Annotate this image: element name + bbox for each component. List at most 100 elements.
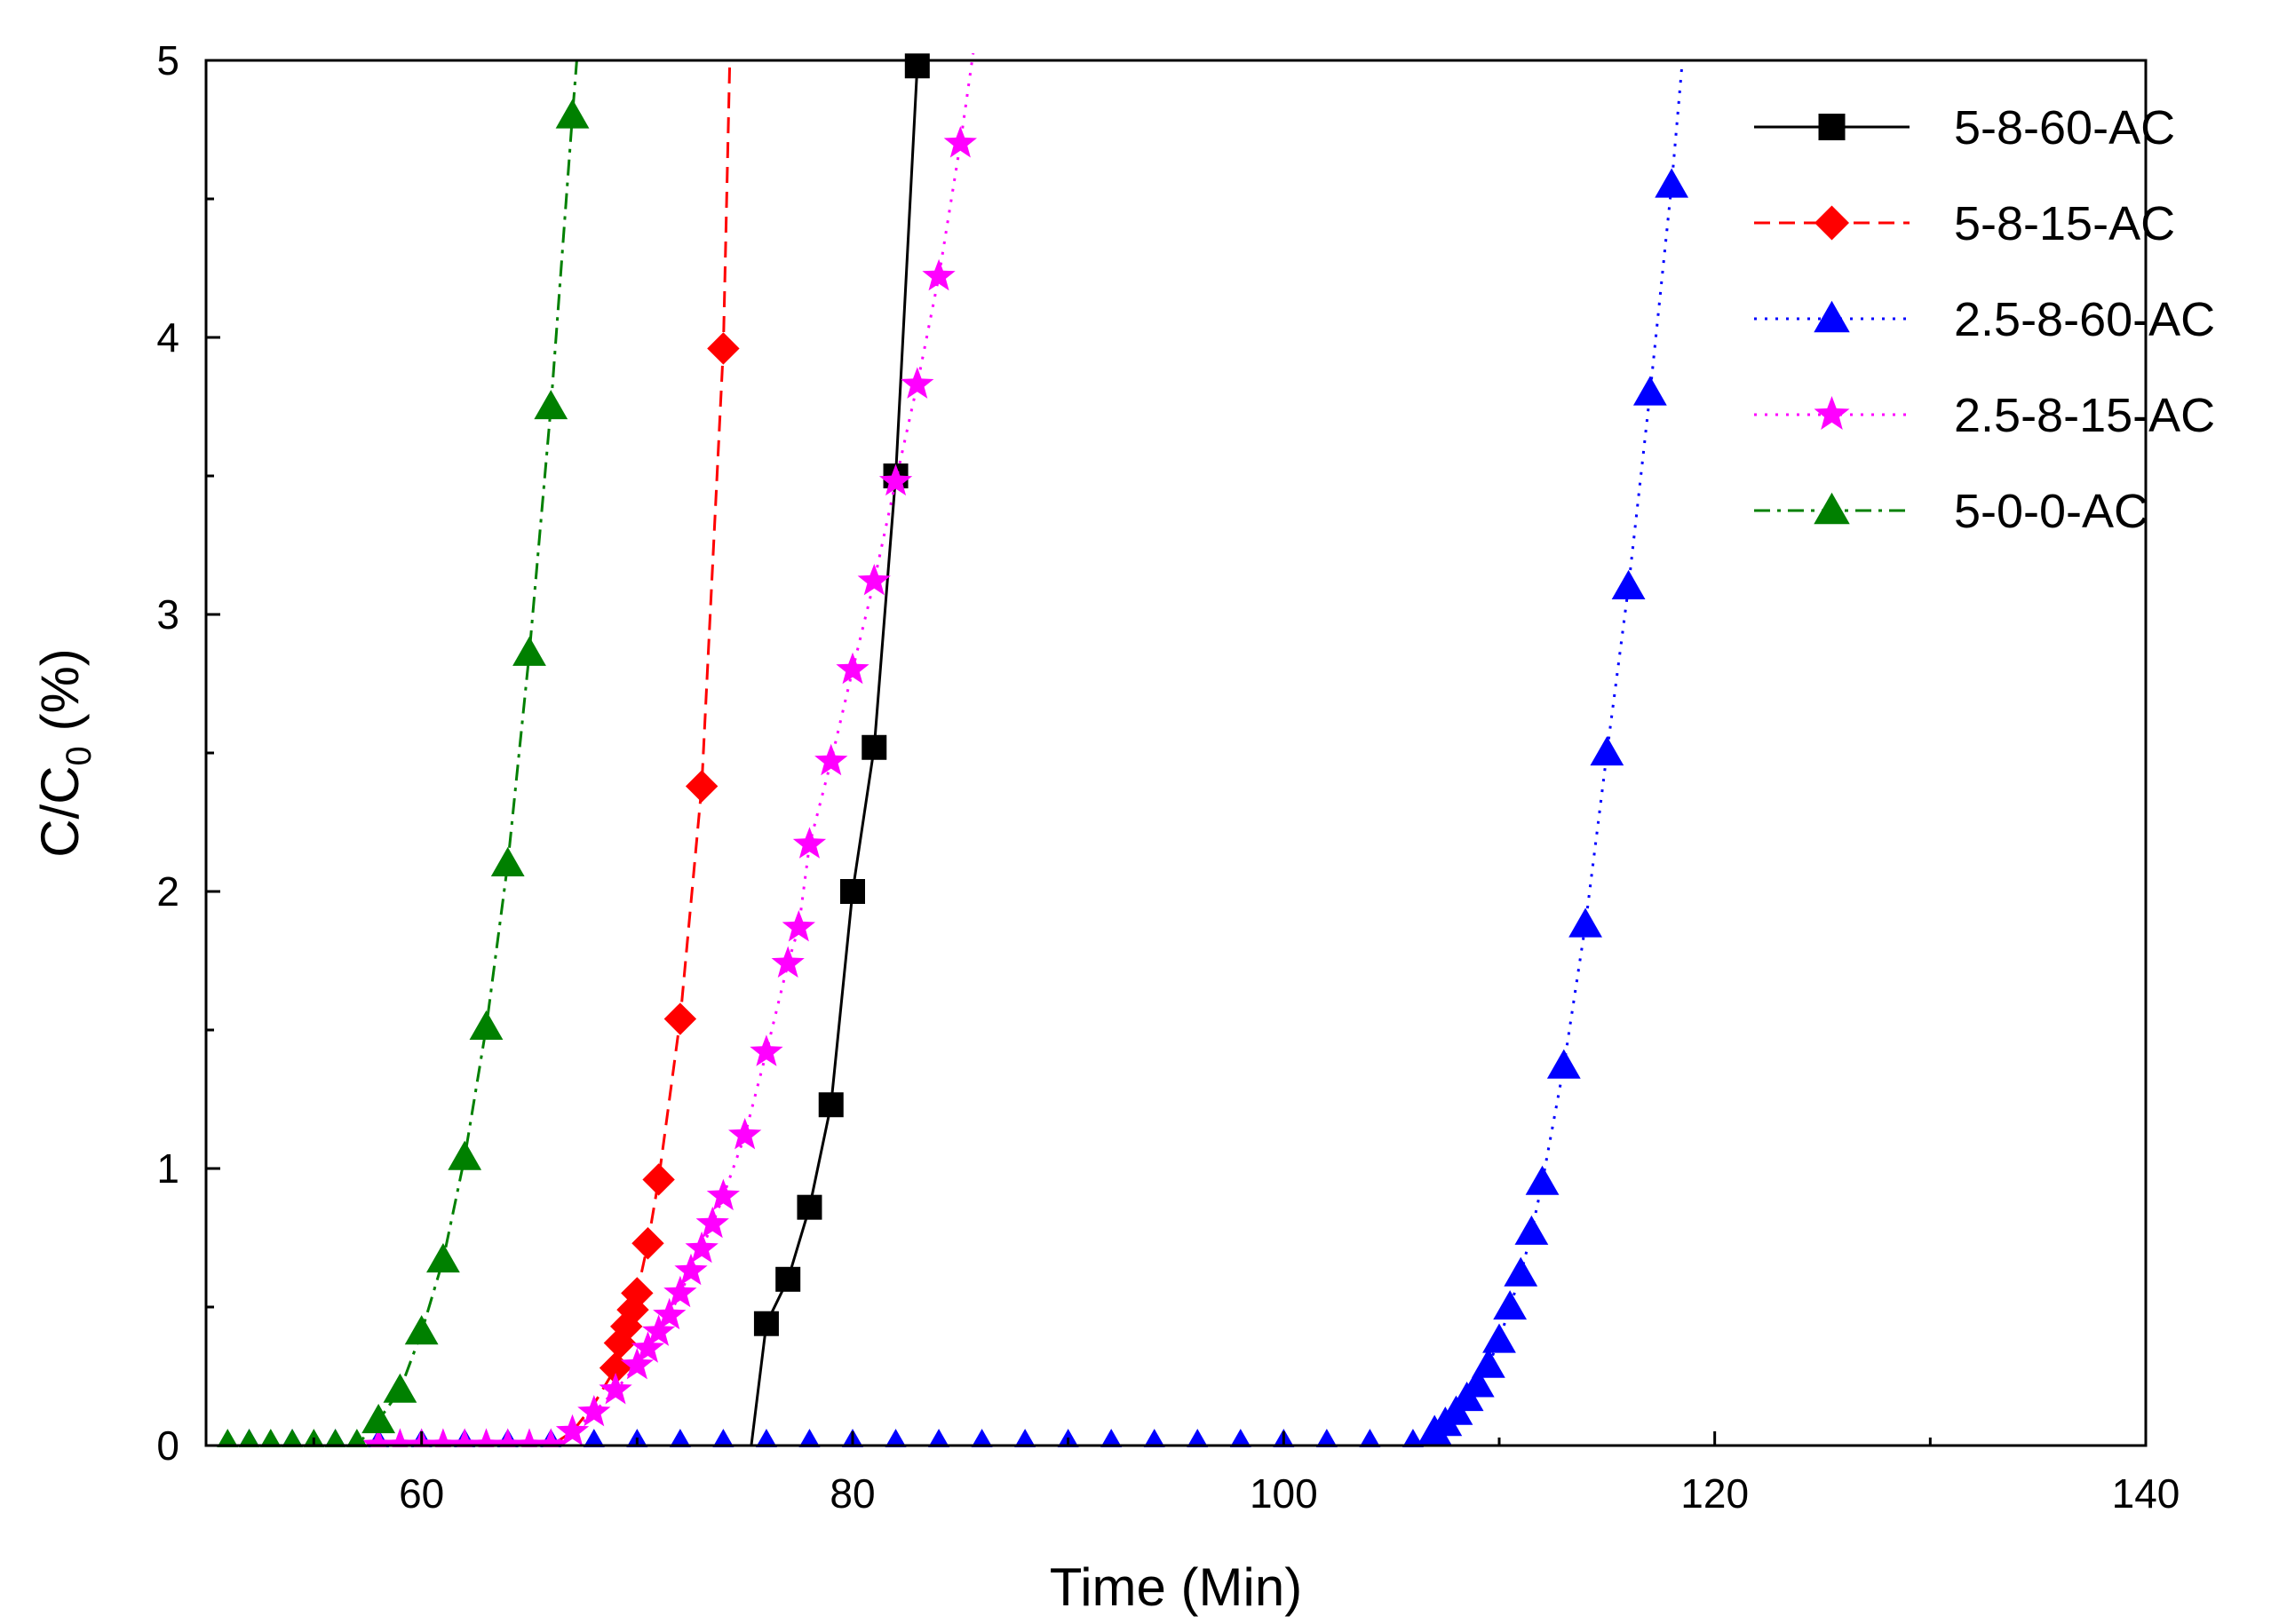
data-point <box>878 463 913 496</box>
y-axis-title-unit: (%) <box>30 648 90 746</box>
legend-label: 5-0-0-AC <box>1954 485 2148 538</box>
plot-frame <box>204 59 2148 1447</box>
data-point <box>1611 569 1646 599</box>
data-point <box>922 258 956 291</box>
data-point <box>814 743 848 776</box>
data-point <box>840 879 865 904</box>
data-point <box>324 1429 346 1447</box>
data-point <box>534 1428 568 1447</box>
ticks-layer: 60 80 100 120 140 0 1 2 3 4 5 <box>156 37 2180 1517</box>
data-point <box>1187 1429 1209 1447</box>
legend: 5-8-60-AC 5-8-15-AC 2.5-8-60-AC 2.5-8-15-AC… <box>1754 101 2215 538</box>
data-point <box>712 1429 735 1447</box>
data-point <box>1514 1215 1549 1245</box>
data-point <box>404 1315 439 1345</box>
data-point <box>534 390 568 420</box>
data-point <box>616 1293 649 1327</box>
data-point <box>555 99 590 129</box>
y-tick-label: 1 <box>156 1145 179 1192</box>
data-point <box>901 367 934 399</box>
data-point <box>1359 1429 1381 1447</box>
data-point <box>755 1429 777 1447</box>
data-point <box>1100 1429 1123 1447</box>
data-point <box>1229 1429 1251 1447</box>
data-point <box>771 946 805 978</box>
x-tick-label: 80 <box>830 1470 875 1517</box>
data-point <box>685 770 719 803</box>
data-point <box>282 1429 304 1447</box>
data-point <box>1525 1165 1560 1195</box>
data-point <box>577 1395 611 1427</box>
data-point <box>836 652 869 685</box>
data-point <box>642 1314 676 1346</box>
data-point <box>599 1373 632 1405</box>
data-point <box>426 1243 460 1273</box>
legend-label: 2.5-8-60-AC <box>1954 293 2215 346</box>
data-point <box>674 1253 708 1286</box>
data-point <box>775 1266 801 1292</box>
y-axis-title-main: C/C <box>30 765 90 857</box>
data-point <box>1655 168 1689 198</box>
series-line-5-0-0-ac <box>206 59 578 1447</box>
data-point <box>797 1194 822 1220</box>
data-point <box>1315 1429 1338 1447</box>
data-point <box>663 1002 697 1035</box>
series-5-0-0-ac <box>206 59 590 1447</box>
data-point <box>1568 907 1602 938</box>
legend-label: 2.5-8-15-AC <box>1954 389 2215 442</box>
data-point <box>971 1429 993 1447</box>
data-point <box>1493 1290 1528 1320</box>
data-point <box>685 1231 719 1264</box>
data-point <box>862 734 887 760</box>
data-point <box>750 1034 783 1066</box>
y-tick-label: 4 <box>156 314 179 360</box>
data-point <box>904 53 930 79</box>
series-5-8-60-ac <box>206 53 930 1447</box>
data-point <box>1590 736 1624 766</box>
data-point <box>1460 1367 1495 1398</box>
data-point <box>1546 1049 1581 1079</box>
data-point <box>345 1429 368 1447</box>
y-tick-label: 2 <box>156 868 179 915</box>
x-tick-label: 120 <box>1680 1470 1749 1517</box>
data-point <box>1143 1429 1165 1447</box>
data-point <box>695 1206 729 1239</box>
data-point <box>792 827 827 859</box>
data-point <box>1504 1256 1538 1287</box>
data-point <box>706 1178 740 1211</box>
series-5-8-15-ac <box>206 59 740 1447</box>
data-point <box>217 1429 239 1447</box>
legend-marker <box>1818 114 1846 140</box>
series-2-5-8-60-ac <box>206 59 1689 1447</box>
data-point <box>259 1429 282 1447</box>
data-point <box>361 1404 396 1434</box>
legend-marker <box>1814 300 1850 333</box>
y-tick-label: 5 <box>156 37 179 83</box>
series-2-5-8-15-ac <box>356 53 977 1447</box>
legend-marker <box>1814 205 1849 241</box>
data-point <box>621 1277 654 1310</box>
data-point <box>603 1327 637 1359</box>
data-point <box>669 1429 691 1447</box>
data-point <box>631 1227 664 1260</box>
data-point <box>490 846 525 876</box>
x-tick-label: 100 <box>1250 1470 1318 1517</box>
y-axis-title-subscript: 0 <box>60 746 99 765</box>
data-point <box>707 332 740 365</box>
data-point <box>885 1429 907 1447</box>
data-point <box>599 1351 632 1384</box>
legend-label: 5-8-60-AC <box>1954 101 2175 154</box>
series-layer <box>206 53 1689 1447</box>
data-point <box>1471 1348 1505 1378</box>
data-point <box>1482 1323 1516 1353</box>
data-point <box>555 1414 590 1446</box>
series-line-2-5-8-15-ac <box>356 53 975 1447</box>
legend-marker <box>1814 396 1850 430</box>
data-point <box>448 1140 482 1170</box>
data-point <box>631 1331 665 1363</box>
x-tick-label: 140 <box>2112 1470 2180 1517</box>
data-point <box>928 1429 950 1447</box>
x-axis-title: Time (Min) <box>1050 1557 1302 1617</box>
data-point <box>818 1092 844 1118</box>
